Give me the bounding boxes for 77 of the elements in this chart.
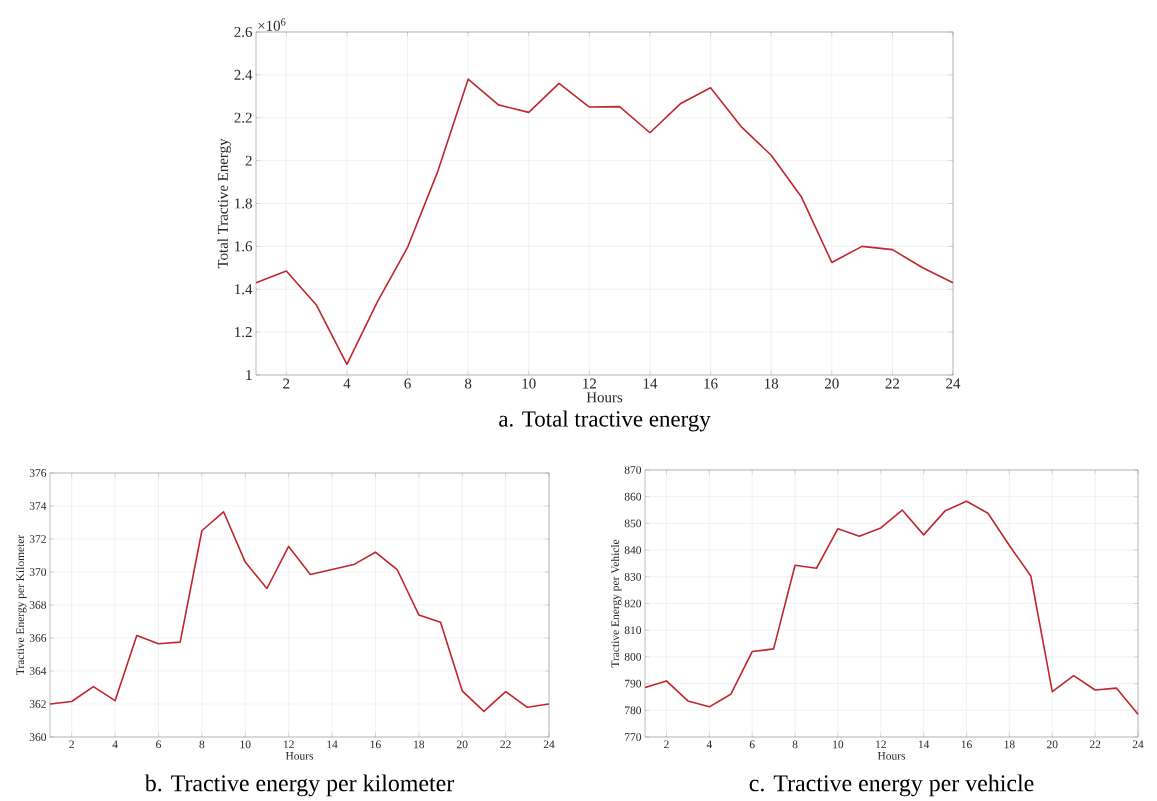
y-tick-label: 830 bbox=[624, 572, 642, 581]
x-tick-label: 4 bbox=[343, 378, 351, 389]
y-tick-label: 368 bbox=[29, 601, 47, 609]
x-axis-title: Hours bbox=[285, 752, 314, 760]
y-tick-label: 2 bbox=[245, 155, 252, 166]
x-tick-label: 20 bbox=[1047, 740, 1058, 749]
x-tick-label: 6 bbox=[156, 740, 162, 749]
x-tick-label: 10 bbox=[240, 740, 251, 749]
x-tick-label: 4 bbox=[706, 740, 712, 749]
x-tick-label: 18 bbox=[1004, 740, 1015, 749]
x-tick-label: 20 bbox=[824, 378, 839, 389]
x-tick-label: 22 bbox=[500, 740, 511, 749]
x-tick-label: 24 bbox=[946, 378, 961, 389]
y-axis-title: Tractive Energy per Kilometer bbox=[16, 534, 27, 675]
text: b. Tractive energy per kilometer bbox=[144, 774, 455, 797]
x-tick-label: 24 bbox=[1132, 740, 1144, 749]
y-tick-label: 1.2 bbox=[235, 327, 252, 338]
y-tick-label: 2.6 bbox=[234, 26, 253, 38]
y-tick-label: 376 bbox=[29, 469, 47, 477]
x-tick-label: 8 bbox=[199, 740, 205, 749]
x-tick-label: 2 bbox=[664, 740, 669, 749]
x-tick-label: 14 bbox=[643, 378, 658, 389]
x-tick-label: 10 bbox=[833, 740, 844, 749]
x-tick-label: 4 bbox=[112, 740, 118, 749]
y-tick-label: 364 bbox=[29, 667, 47, 675]
y-tick-label: 360 bbox=[29, 733, 47, 741]
y-tick-label: 366 bbox=[29, 634, 47, 642]
x-tick-label: 22 bbox=[1089, 740, 1101, 749]
x-tick-label: 14 bbox=[918, 740, 930, 749]
x-tick-label: 6 bbox=[749, 740, 755, 749]
x-tick-label: 2 bbox=[283, 378, 290, 389]
x-tick-label: 12 bbox=[283, 740, 294, 749]
x-tick-label: 12 bbox=[583, 378, 596, 389]
x-tick-label: 24 bbox=[543, 740, 555, 749]
y-tick-label: 860 bbox=[624, 492, 642, 501]
y-tick-label: 810 bbox=[624, 626, 642, 635]
x-axis-title: Hours bbox=[877, 752, 906, 760]
x-tick-label: 16 bbox=[704, 378, 718, 389]
y-tick-label: 1.6 bbox=[235, 241, 253, 252]
line-series bbox=[644, 500, 1139, 716]
y-tick-label: 780 bbox=[625, 706, 642, 715]
x-tick-label: 20 bbox=[456, 740, 468, 749]
text: a. Total tractive energy bbox=[499, 410, 711, 432]
x-axis-title: Hours bbox=[586, 392, 623, 403]
line-series bbox=[255, 78, 954, 366]
y-tick-label: 2.2 bbox=[234, 112, 252, 123]
y-tick-label: 790 bbox=[625, 679, 642, 688]
x-tick-label: 16 bbox=[961, 740, 972, 749]
y-tick-label: 374 bbox=[29, 502, 47, 510]
x-tick-label: 18 bbox=[765, 378, 779, 389]
x-tick-label: 10 bbox=[522, 378, 536, 389]
text: c. Tractive energy per vehicle bbox=[749, 774, 1034, 797]
text: ×10$^{6}$ bbox=[258, 18, 286, 31]
y-tick-label: 770 bbox=[625, 733, 642, 741]
x-tick-label: 22 bbox=[885, 378, 900, 389]
y-axis-title: Total Tractive Energy bbox=[217, 138, 231, 269]
y-tick-label: 370 bbox=[29, 568, 47, 576]
y-tick-label: 820 bbox=[624, 599, 642, 608]
x-tick-label: 2 bbox=[69, 740, 74, 749]
x-tick-label: 8 bbox=[464, 378, 472, 389]
y-axis-title: Tractive Energy per Vehicle bbox=[611, 539, 622, 668]
x-tick-label: 18 bbox=[414, 740, 425, 749]
y-tick-label: 362 bbox=[29, 700, 46, 708]
x-tick-label: 16 bbox=[370, 740, 381, 749]
x-tick-label: 14 bbox=[327, 740, 338, 749]
x-tick-label: 6 bbox=[404, 378, 411, 389]
y-tick-label: 850 bbox=[624, 519, 642, 528]
y-tick-label: 372 bbox=[29, 535, 46, 543]
x-tick-label: 8 bbox=[792, 740, 798, 749]
y-tick-label: 2.4 bbox=[234, 69, 253, 80]
y-tick-label: 1.8 bbox=[235, 198, 252, 209]
x-tick-label: 12 bbox=[876, 740, 886, 749]
y-tick-label: 840 bbox=[624, 546, 642, 554]
y-tick-label: 800 bbox=[624, 653, 642, 661]
y-tick-label: 1 bbox=[246, 370, 252, 380]
y-tick-label: 870 bbox=[624, 466, 642, 474]
y-tick-label: 1.4 bbox=[235, 284, 253, 295]
